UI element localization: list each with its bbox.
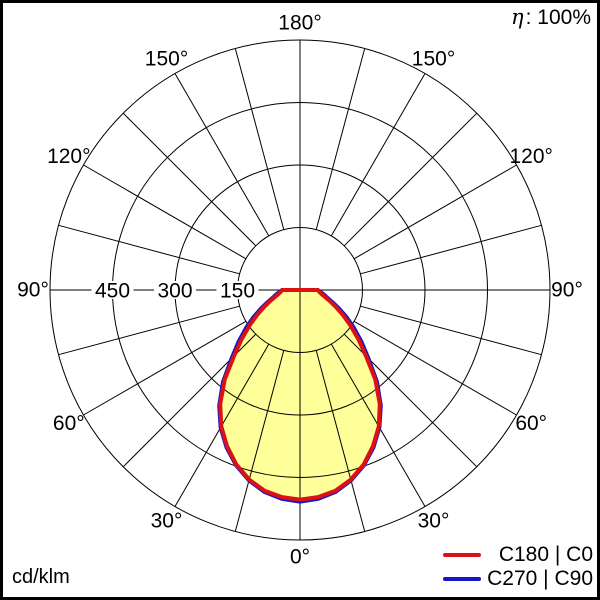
legend-line-blue-icon: [443, 577, 481, 581]
legend-line-red-icon: [443, 553, 481, 557]
legend-item-c270-c90: C270 | C90: [443, 567, 593, 591]
angle-label: 150°: [412, 47, 455, 70]
radial-tick-label: 450: [95, 280, 130, 303]
legend-label: C180 | C0: [498, 543, 593, 566]
angle-label: 90°: [17, 279, 49, 302]
legend-label: C270 | C90: [487, 567, 593, 590]
angle-label: 120°: [509, 145, 552, 168]
angle-label: 150°: [145, 47, 188, 70]
legend: C180 | C0 C270 | C90: [443, 543, 593, 591]
angle-label: 30°: [151, 510, 183, 533]
radial-tick-backplate: [91, 281, 134, 299]
angle-label: 180°: [278, 12, 321, 35]
units-label: cd/klm: [12, 566, 70, 588]
radial-tick-backplate: [216, 281, 259, 299]
angle-label: 120°: [47, 145, 90, 168]
angle-label: 0°: [290, 546, 310, 569]
legend-item-c180-c0: C180 | C0: [443, 543, 593, 567]
angle-label: 30°: [418, 510, 450, 533]
angle-label: 60°: [515, 412, 547, 435]
efficiency-value: : 100%: [525, 6, 591, 29]
polar-grid: [49, 39, 551, 541]
radial-tick-label: 300: [157, 280, 192, 303]
radial-tick-label: 150: [220, 280, 255, 303]
angle-label: 60°: [53, 412, 85, 435]
curve-c180-c0: [218, 288, 382, 502]
efficiency-label: η: 100%: [511, 5, 591, 30]
eta-symbol: η: [511, 5, 524, 29]
angle-label: 90°: [551, 279, 583, 302]
radial-tick-backplate: [154, 281, 196, 299]
